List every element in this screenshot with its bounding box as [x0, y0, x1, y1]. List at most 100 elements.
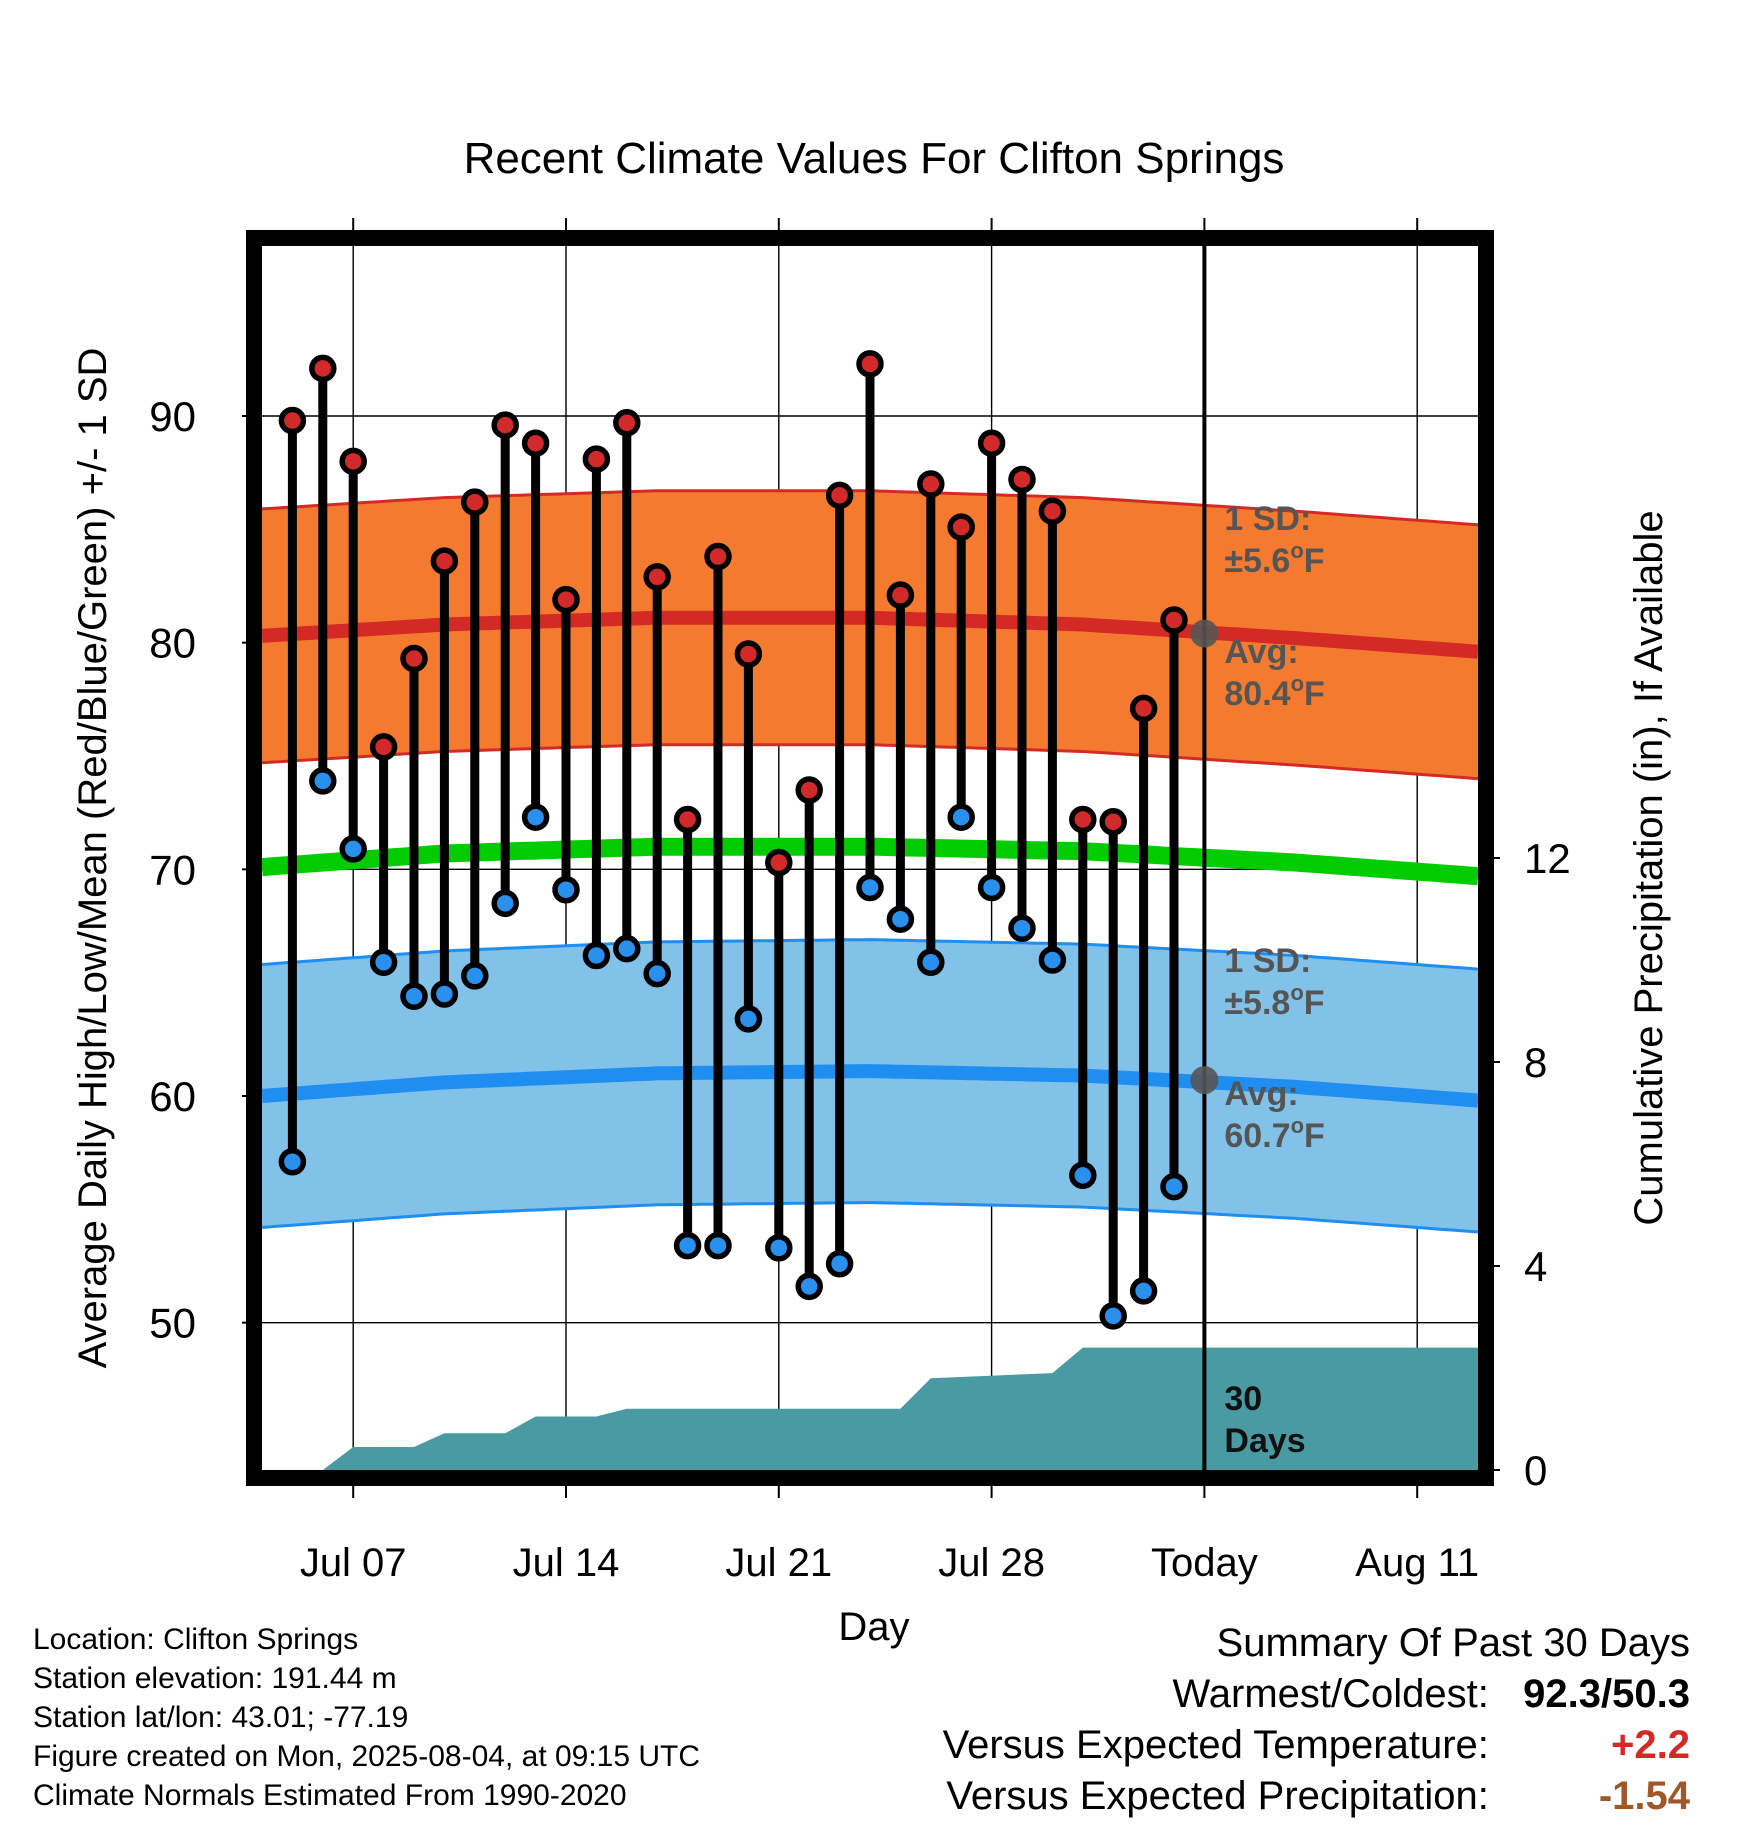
warmest-value: 92.3/50.3: [1523, 1672, 1690, 1716]
x-tick-label: Jul 14: [513, 1541, 620, 1585]
daily-high-point: [1008, 465, 1036, 494]
window-label-line2: Days: [1224, 1422, 1305, 1460]
daily-observations: [278, 246, 1219, 1470]
daily-high-point: [461, 488, 489, 516]
daily-high-point: [1129, 694, 1158, 723]
summary-temp-row: Versus Expected Temperature: +2.2: [943, 1720, 1690, 1771]
daily-high-point: [521, 429, 550, 457]
y-tick-label: 80: [149, 620, 196, 667]
daily-high-point: [430, 547, 459, 575]
daily-low-point: [1129, 1277, 1158, 1305]
daily-high-point: [1099, 807, 1127, 836]
low-sd-label-line1: 1 SD:: [1224, 942, 1311, 980]
daily-high-point: [917, 470, 945, 498]
axes: 50 60 70 80 90 0 4 8 12 Jul 07 Jul 14 Jul 21 Jul 28 T…: [71, 218, 1671, 1649]
daily-high-point: [825, 481, 854, 510]
precip-label: Versus Expected Precipitation:: [946, 1774, 1489, 1818]
summary-panel: Summary Of Past 30 Days Warmest/Coldest:…: [943, 1618, 1690, 1822]
low-avg-marker: [1190, 1066, 1219, 1095]
daily-high-point: [734, 640, 763, 668]
daily-high-point: [582, 445, 611, 473]
x-tick-label: Today: [1151, 1541, 1258, 1585]
precipitation-area: [322, 1347, 1478, 1470]
daily-low-point: [825, 1249, 854, 1278]
low-avg-line: [261, 1064, 1479, 1108]
daily-low-point: [856, 873, 884, 902]
daily-high-point: [977, 429, 1006, 457]
summary-warmest-row: Warmest/Coldest: 92.3/50.3: [943, 1669, 1691, 1720]
daily-low-point: [309, 767, 337, 795]
daily-low-point: [278, 1147, 307, 1176]
daily-low-point: [461, 962, 489, 990]
daily-low-point: [339, 835, 367, 863]
high-sd-label-line1: 1 SD:: [1224, 500, 1311, 538]
daily-high-point: [369, 733, 398, 761]
x-tick-label: Jul 07: [300, 1541, 407, 1585]
low-sd-upper-line: [261, 938, 1479, 971]
normals-text: Climate Normals Estimated From 1990-2020: [33, 1779, 627, 1812]
summary-title: Summary Of Past 30 Days: [1216, 1621, 1690, 1665]
daily-low-point: [552, 875, 580, 904]
low-avg-label-line1: Avg:: [1224, 1075, 1298, 1113]
daily-low-point: [582, 941, 611, 970]
daily-low-point: [1008, 914, 1036, 943]
climate-chart: Recent Climate Values For Clifton Spring…: [71, 134, 1671, 1649]
daily-high-point: [795, 776, 823, 804]
y-tick-label: 50: [149, 1300, 196, 1347]
daily-high-point: [552, 585, 580, 614]
daily-high-point: [947, 513, 975, 541]
daily-low-point: [734, 1005, 763, 1033]
high-avg-label-line1: Avg:: [1224, 633, 1298, 671]
warmest-label: Warmest/Coldest:: [1172, 1672, 1489, 1716]
daily-low-point: [430, 980, 459, 1008]
y-tick-label: 70: [149, 846, 196, 893]
daily-low-point: [673, 1231, 702, 1260]
daily-high-point: [1069, 805, 1097, 834]
created-text: Figure created on Mon, 2025-08-04, at 09…: [33, 1740, 701, 1773]
daily-low-point: [613, 934, 641, 963]
daily-high-point: [1038, 497, 1067, 525]
y-axis-label: Average Daily High/Low/Mean (Red/Blue/Gr…: [71, 348, 115, 1369]
daily-low-point: [704, 1231, 732, 1260]
precip-value: -1.54: [1598, 1774, 1690, 1818]
y2-tick-label: 0: [1524, 1447, 1547, 1494]
daily-high-point: [278, 406, 307, 435]
daily-low-point: [977, 873, 1006, 902]
temp-value: +2.2: [1611, 1723, 1690, 1767]
daily-high-point: [400, 644, 428, 673]
daily-high-point: [643, 563, 671, 591]
x-tick-label: Aug 11: [1355, 1541, 1479, 1585]
y-tick-label: 60: [149, 1073, 196, 1120]
y2-tick-label: 12: [1524, 835, 1571, 882]
x-axis-label: Day: [838, 1605, 909, 1649]
chart-title: Recent Climate Values For Clifton Spring…: [464, 134, 1285, 183]
high-avg-label-line2: 80.4oF: [1224, 671, 1324, 713]
x-tick-label: Jul 21: [725, 1541, 832, 1585]
low-avg-label-line2: 60.7oF: [1224, 1113, 1324, 1155]
daily-high-point: [704, 542, 732, 571]
daily-high-point: [491, 411, 519, 439]
location-text: Location: Clifton Springs: [33, 1623, 359, 1656]
daily-low-point: [643, 959, 671, 988]
summary-precip-row: Versus Expected Precipitation: -1.54: [943, 1771, 1690, 1822]
daily-high-point: [339, 447, 367, 476]
daily-low-point: [491, 889, 519, 918]
low-sd-label-line2: ±5.8oF: [1224, 980, 1324, 1022]
station-info: Location: Clifton Springs Station elevat…: [33, 1620, 700, 1815]
high-sd-label-line2: ±5.6oF: [1224, 538, 1324, 580]
high-avg-marker: [1190, 619, 1219, 648]
latlon-text: Station lat/lon: 43.01; -77.19: [33, 1701, 409, 1734]
x-tick-label: Jul 28: [938, 1541, 1045, 1585]
daily-low-point: [1160, 1172, 1188, 1201]
y-tick-label: 90: [149, 393, 196, 440]
daily-low-point: [947, 803, 975, 831]
daily-low-point: [1099, 1302, 1127, 1330]
window-label-line1: 30: [1224, 1380, 1262, 1418]
daily-high-point: [886, 581, 915, 609]
daily-low-point: [400, 982, 428, 1011]
daily-high-point: [309, 354, 337, 383]
y2-tick-label: 8: [1524, 1039, 1547, 1086]
temp-label: Versus Expected Temperature:: [942, 1723, 1489, 1767]
daily-low-point: [369, 948, 398, 977]
